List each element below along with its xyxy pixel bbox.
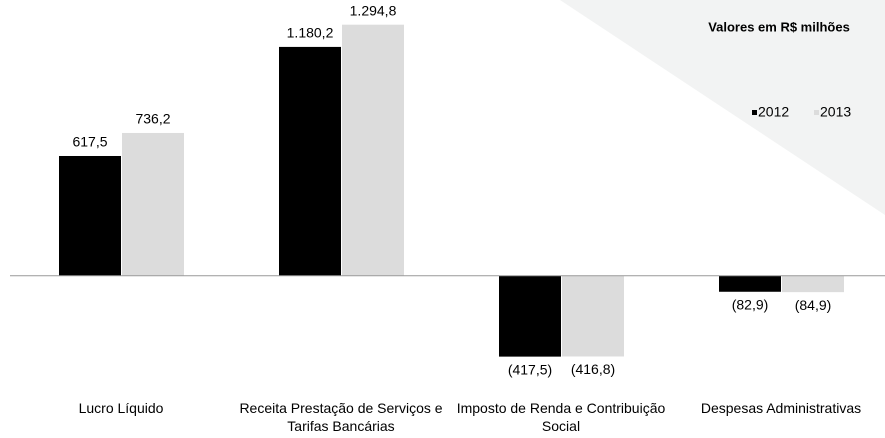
value-label: (84,9) [795, 297, 832, 313]
bar [562, 275, 624, 357]
value-label: (82,9) [732, 296, 769, 312]
value-label: 736,2 [135, 111, 170, 127]
value-label: 1.294,8 [350, 2, 397, 18]
bar [122, 132, 184, 276]
value-label: 617,5 [72, 134, 107, 150]
legend-label: 2013 [820, 104, 851, 120]
bar [499, 275, 561, 357]
x-tick-label: Despesas Administrativas [700, 400, 862, 416]
background-shape [560, 0, 885, 215]
value-label: 1.180,2 [287, 25, 334, 41]
x-tick-label: Lucro Líquido [78, 400, 164, 416]
annotation: Valores em R$ milhões [708, 19, 850, 34]
bar [782, 275, 844, 293]
legend-swatch [752, 110, 757, 115]
bar [279, 46, 341, 276]
value-label: (417,5) [508, 361, 552, 377]
legend-label: 2012 [758, 104, 789, 120]
value-label: (416,8) [571, 361, 615, 377]
x-tick-label: Imposto de Renda e Contribuição Social [456, 400, 666, 434]
bar [342, 24, 404, 276]
bar [59, 155, 121, 276]
bar [719, 275, 781, 292]
legend-swatch [814, 110, 819, 115]
x-tick-label: Receita Prestação de Serviços e Tarifas … [239, 400, 443, 434]
